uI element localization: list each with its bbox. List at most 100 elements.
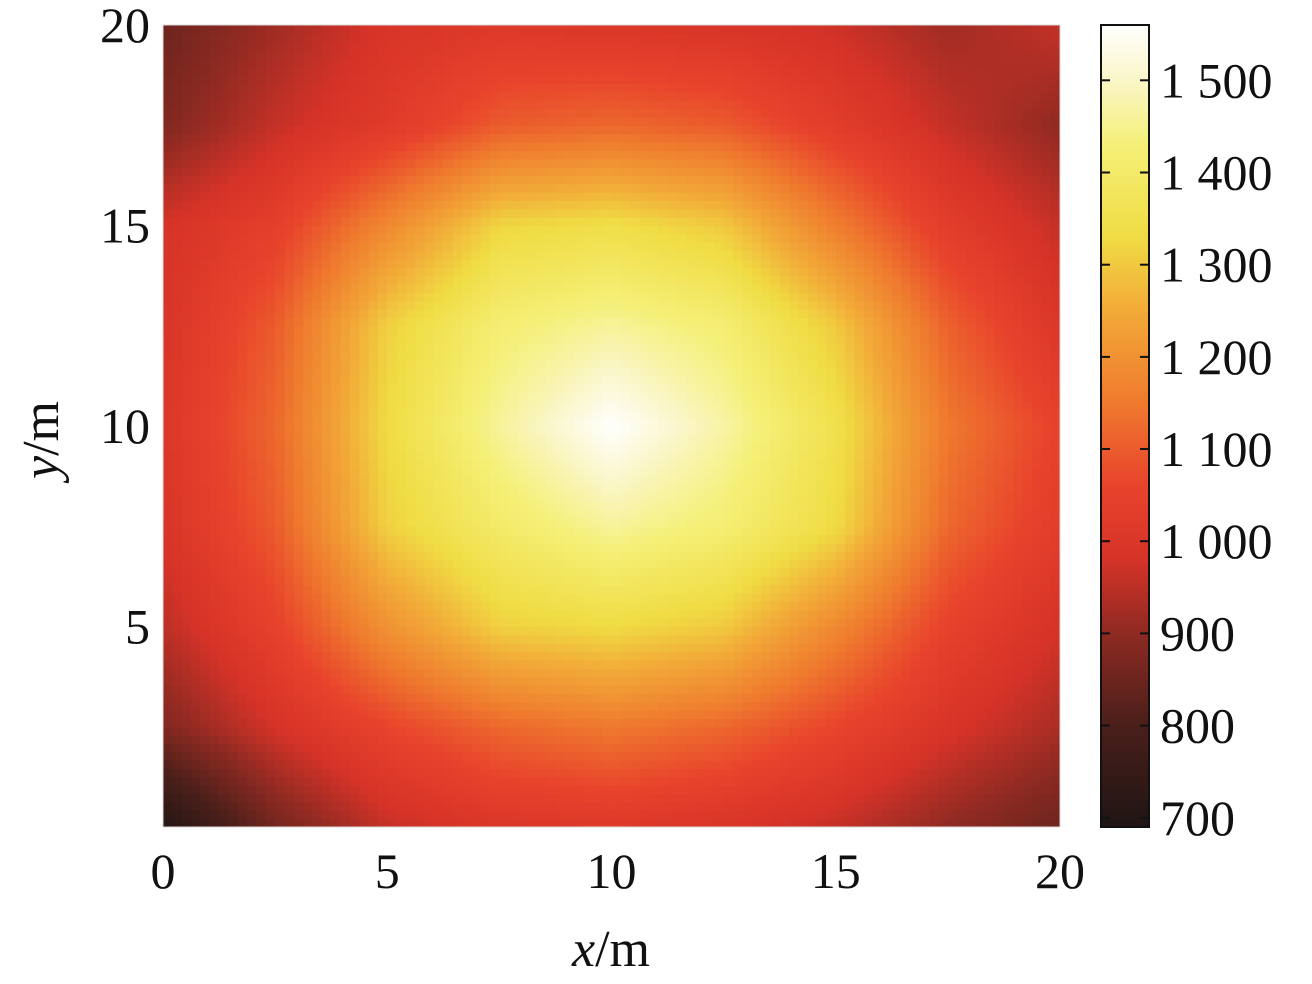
heatmap-cell [919,718,930,728]
heatmap-cell [396,726,407,736]
heatmap-cell [219,626,229,636]
heatmap-cell [854,451,865,461]
heatmap-cell [704,417,715,427]
heatmap-cell [1013,434,1024,444]
heatmap-cell [433,726,444,736]
heatmap-cell [658,676,669,686]
heatmap-cell [985,793,996,803]
heatmap-cell [761,718,771,728]
heatmap-cell [433,509,444,519]
heatmap-cell [732,442,743,452]
heatmap-cell [340,584,351,594]
heatmap-cell [583,776,594,786]
heatmap-cell [732,718,743,728]
heatmap-cell [583,509,594,519]
heatmap-cell [947,726,958,736]
heatmap-cell [891,517,902,527]
heatmap-cell [985,492,996,502]
heatmap-cell [209,785,220,795]
heatmap-cell [686,785,697,795]
heatmap-cell [443,593,454,603]
heatmap-cell [209,593,220,603]
heatmap-cell [742,701,753,711]
heatmap-cell [284,492,295,502]
heatmap-cell [648,726,659,736]
heatmap-cell [405,392,416,402]
heatmap-cell [443,651,454,661]
heatmap-cell [1013,768,1024,778]
heatmap-cell [667,710,678,719]
heatmap-cell [854,559,865,569]
heatmap-cell [863,676,874,686]
heatmap-cell [321,676,332,686]
heatmap-cell [658,751,669,761]
heatmap-cell [1041,668,1052,678]
heatmap-cell [331,701,342,711]
heatmap-cell [845,442,856,452]
heatmap-cell [658,568,669,577]
heatmap-cell [1022,735,1033,745]
heatmap-cell [349,484,360,494]
heatmap-cell [966,492,977,502]
heatmap-cell [508,659,519,669]
heatmap-cell [490,451,500,461]
heatmap-cell [480,492,491,502]
heatmap-cell [1041,710,1052,719]
heatmap-cell [929,651,940,661]
heatmap-cell [181,467,192,477]
heatmap-cell [191,568,201,577]
heatmap-cell [592,459,603,469]
heatmap-cell [368,392,379,402]
heatmap-cell [536,501,547,511]
heatmap-cell [975,626,986,636]
heatmap-cell [424,451,435,461]
heatmap-cell [574,467,585,477]
heatmap-cell [293,492,304,502]
heatmap-cell [658,451,669,461]
heatmap-cell [938,801,949,811]
heatmap-cell [536,534,547,544]
heatmap-cell [704,651,715,661]
heatmap-cell [602,484,613,494]
heatmap-cell [882,551,893,561]
heatmap-cell [583,476,594,486]
heatmap-cell [667,751,678,761]
heatmap-cell [620,651,631,661]
heatmap-cell [181,476,192,486]
heatmap-cell [480,701,491,711]
heatmap-cell [789,434,799,444]
heatmap-cell [312,467,323,477]
heatmap-cell [845,726,856,736]
heatmap-cell [471,693,482,703]
heatmap-cell [443,501,454,511]
heatmap-cell [667,559,678,569]
heatmap-cell [1031,818,1042,827]
heatmap-cell [527,651,538,661]
heatmap-cell [947,476,958,486]
heatmap-cell [817,726,827,736]
heatmap-cell [966,601,977,611]
heatmap-cell [723,634,734,644]
heatmap-cell [555,467,566,477]
heatmap-cell [349,693,360,703]
heatmap-cell [1031,626,1042,636]
heatmap-cell [854,434,865,444]
heatmap-cell [882,768,893,778]
heatmap-cell [779,593,790,603]
heatmap-cell [462,417,472,427]
heatmap-cell [518,551,528,561]
heatmap-cell [695,793,706,803]
heatmap-cell [424,467,435,477]
heatmap-cell [611,743,622,753]
heatmap-cell [574,593,585,603]
heatmap-cell [564,576,575,586]
heatmap-cell [508,492,519,502]
heatmap-cell [303,526,314,536]
heatmap-cell [910,526,921,536]
heatmap-cell [256,492,267,502]
heatmap-cell [789,751,799,761]
heatmap-cell [312,626,323,636]
heatmap-cell [564,743,575,753]
heatmap-cell [686,760,697,770]
heatmap-cell [994,810,1005,820]
